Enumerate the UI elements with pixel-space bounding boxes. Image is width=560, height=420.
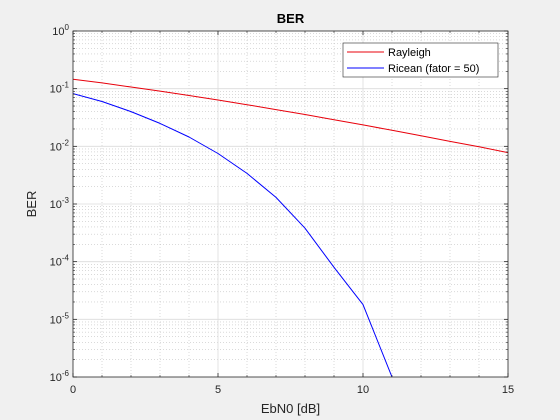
y-tick-label: 10-3 [50, 196, 70, 211]
y-tick-label: 10-2 [50, 138, 70, 153]
x-axis-label: EbN0 [dB] [261, 401, 320, 416]
y-tick-label: 10-4 [50, 254, 70, 269]
legend-label-rayleigh: Rayleigh [388, 47, 431, 59]
y-tick-label: 100 [52, 23, 69, 38]
x-tick-label: 15 [502, 384, 514, 396]
y-tick-label: 10-5 [50, 311, 70, 326]
series-layer [73, 78, 508, 377]
y-tick-label: 10-1 [50, 81, 70, 96]
y-tick-label: 10-6 [50, 369, 70, 384]
x-tick-label: 5 [215, 384, 221, 396]
axis-ticks [72, 30, 509, 378]
legend-label-ricean: Ricean (fator = 50) [388, 63, 479, 75]
legend-box [342, 42, 499, 78]
x-tick-label: 0 [70, 384, 76, 396]
series-line-ricean [73, 93, 393, 377]
series-line-rayleigh [73, 78, 508, 154]
y-axis-label: BER [24, 191, 39, 218]
tick-labels: 0 5 10 15 100 10-1 10-2 10-3 10-4 10-5 10-6 [50, 23, 515, 396]
chart-title: BER [277, 11, 305, 26]
x-tick-label: 10 [357, 384, 369, 396]
legend: Rayleigh Ricean (fator = 50) [342, 42, 499, 78]
